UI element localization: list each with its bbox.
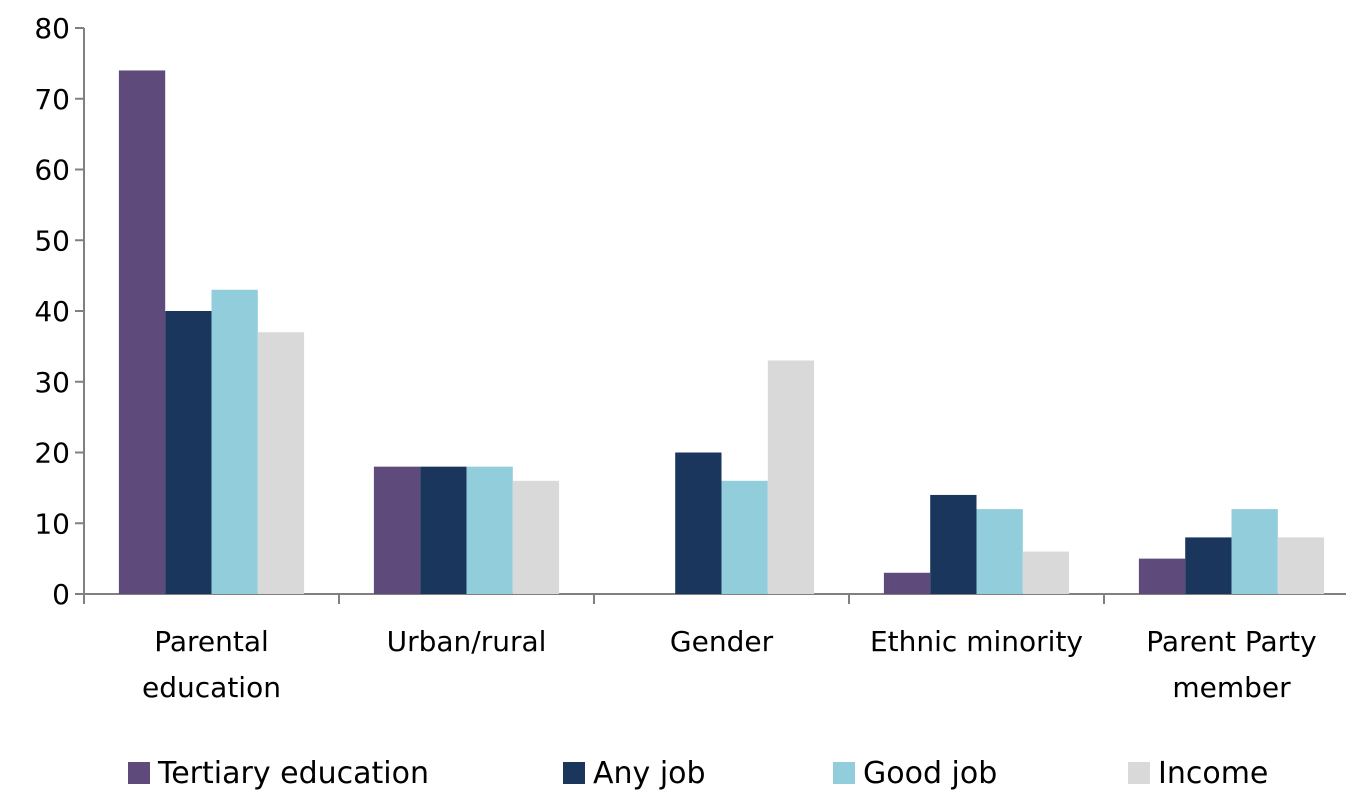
bar	[211, 289, 258, 594]
x-tick-label: Parental	[154, 625, 269, 658]
bar	[373, 466, 421, 594]
y-tick-label: 0	[52, 578, 70, 611]
x-tick-label: education	[142, 671, 281, 704]
bar	[721, 480, 768, 594]
y-tick-label: 20	[34, 437, 70, 470]
bar	[512, 480, 560, 594]
legend-label: Any job	[593, 756, 706, 791]
bar	[1277, 537, 1325, 594]
bar	[675, 452, 722, 594]
bar	[930, 494, 977, 594]
bar	[883, 572, 931, 594]
legend: Tertiary education Any job Good job Income	[128, 756, 1268, 791]
legend-swatch	[1128, 762, 1150, 784]
legend-swatch	[833, 762, 855, 784]
y-tick-label: 50	[34, 224, 70, 257]
bar	[1185, 537, 1232, 594]
x-tick-label: Gender	[670, 625, 774, 658]
legend-swatch	[128, 762, 150, 784]
y-tick-label: 10	[34, 507, 70, 540]
y-axis: 0 10 20 30 40 50 60 70 80	[34, 12, 85, 611]
bar	[1022, 551, 1070, 594]
y-tick-label: 30	[34, 366, 70, 399]
y-tick-label: 40	[34, 295, 70, 328]
legend-swatch	[563, 762, 585, 784]
y-tick-label: 70	[34, 83, 70, 116]
x-axis: Parental education Urban/rural Gender Ethnic…	[83, 593, 1346, 704]
bar	[257, 332, 305, 594]
y-tick-label: 80	[34, 12, 70, 45]
x-tick-label: Ethnic minority	[870, 625, 1083, 658]
legend-label: Good job	[863, 756, 997, 791]
legend-label: Tertiary education	[157, 756, 429, 791]
bar	[1138, 558, 1186, 594]
bars	[118, 70, 1325, 594]
bar	[118, 70, 166, 594]
x-tick-label: Parent Party	[1146, 625, 1316, 658]
bar	[420, 466, 467, 594]
bar	[1231, 509, 1278, 594]
legend-label: Income	[1158, 756, 1268, 791]
x-tick-label: Urban/rural	[387, 625, 547, 658]
bar	[976, 509, 1023, 594]
bar	[466, 466, 513, 594]
bar	[767, 360, 815, 594]
bar	[165, 311, 212, 594]
x-tick-label: member	[1172, 671, 1291, 704]
y-tick-label: 60	[34, 154, 70, 187]
